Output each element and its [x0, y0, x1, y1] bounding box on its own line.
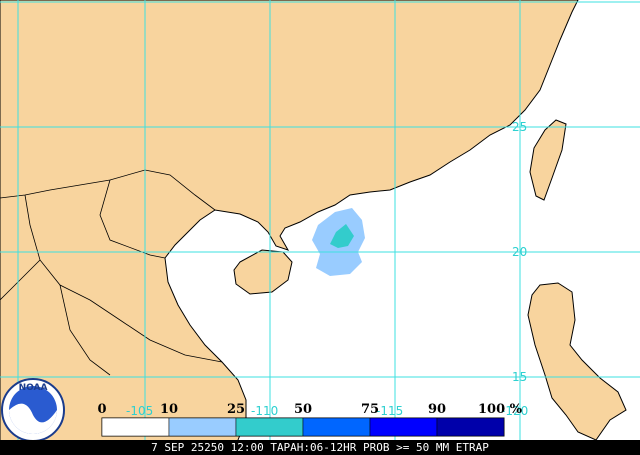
luzon: [527, 282, 627, 441]
legend-swatch: [369, 417, 438, 437]
lat-label: 15: [512, 370, 527, 384]
hainan: [233, 249, 293, 295]
legend-label: 0: [97, 402, 106, 417]
noaa-logo: NOAA: [1, 378, 65, 442]
legend-swatch: [436, 417, 505, 437]
logo-wave: [9, 403, 57, 434]
lat-label: 20: [512, 245, 527, 259]
legend-label: 100 %: [478, 402, 523, 417]
taiwan: [529, 119, 567, 201]
lon-label: -105: [126, 404, 153, 418]
lon-label: -115: [376, 404, 403, 418]
legend-label: 75: [361, 402, 379, 417]
legend-label: 90: [428, 402, 446, 417]
legend-swatch: [101, 417, 170, 437]
admin-borders: [0, 169, 223, 376]
footer-bar: [0, 440, 640, 455]
legend-swatch: [302, 417, 371, 437]
footer-text: 7 SEP 25250 12:00 TAPAH:06-12HR PROB >= …: [151, 441, 489, 454]
legend-swatch: [168, 417, 237, 437]
legend-swatch: [235, 417, 304, 437]
lon-label: -120: [501, 404, 528, 418]
probability-core: [330, 224, 354, 248]
lon-label: -110: [251, 404, 278, 418]
legend-label: 50: [294, 402, 312, 417]
legend-label: 25: [227, 402, 245, 417]
logo-text: NOAA: [19, 383, 48, 393]
legend-label: 10: [160, 402, 178, 417]
lat-label: 25: [512, 120, 527, 134]
